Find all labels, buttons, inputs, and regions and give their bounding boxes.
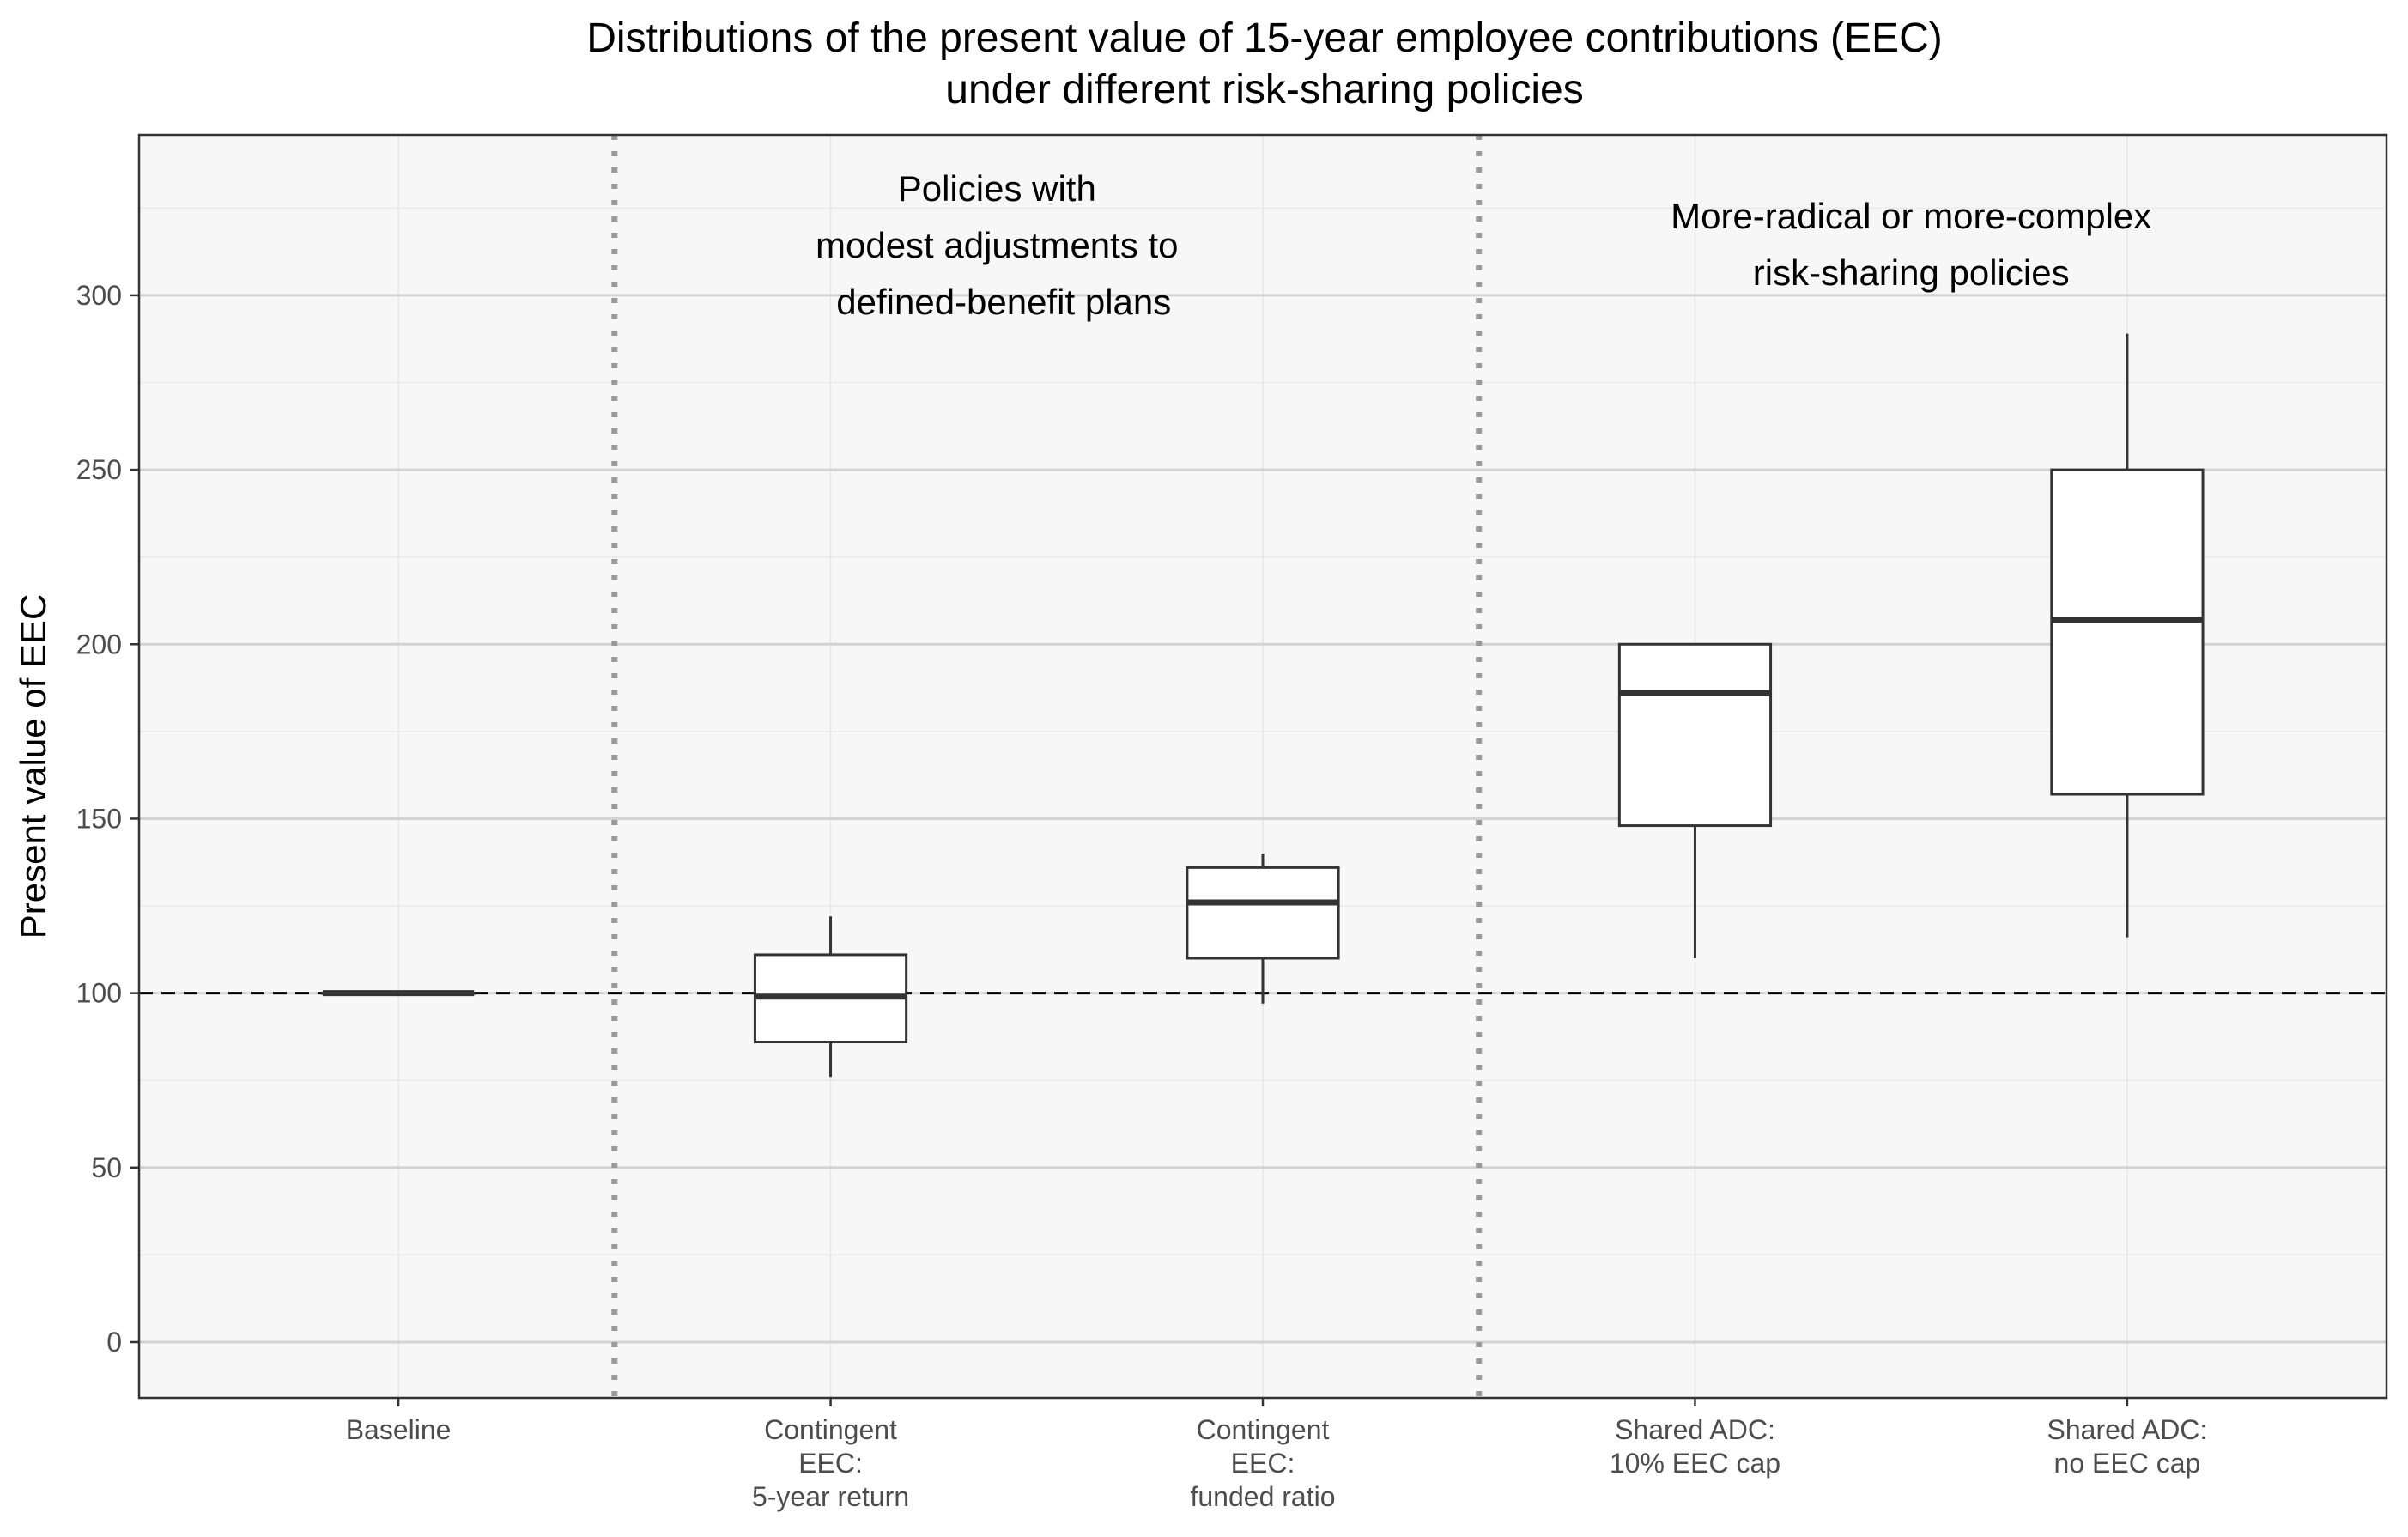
y-tick-label: 100 (76, 978, 122, 1009)
x-tick-label: Shared ADC: no EEC cap (2047, 1414, 2208, 1479)
box-iqr (1617, 642, 1773, 828)
box-group-4 (2050, 333, 2205, 938)
box-group-2 (1186, 854, 1340, 1004)
y-axis-label: Present value of EEC (13, 594, 53, 939)
box-group-3 (1617, 642, 1773, 958)
box-iqr (2050, 468, 2205, 796)
group-annotation-1: More-radical or more-complex risk-sharing… (1671, 196, 2151, 293)
box-group-0 (321, 990, 476, 997)
chart-title-line-1: Distributions of the present value of 15… (586, 15, 1942, 61)
x-tick-label: Contingent EEC: 5-year return (752, 1414, 909, 1512)
y-tick-label: 300 (76, 280, 122, 311)
x-tick-label: Shared ADC: 10% EEC cap (1610, 1414, 1780, 1479)
chart-title-line-2: under different risk-sharing policies (945, 67, 1583, 112)
box-iqr (1186, 866, 1340, 960)
y-tick-label: 150 (76, 803, 122, 834)
box-group-1 (753, 916, 908, 1078)
x-tick-label: Baseline (346, 1414, 452, 1445)
y-tick-label: 50 (91, 1152, 122, 1183)
y-tick-label: 0 (106, 1327, 122, 1358)
x-tick-label: Contingent EEC: funded ratio (1190, 1414, 1335, 1512)
group-annotation-0: Policies with modest adjustments to define… (816, 168, 1179, 322)
y-tick-label: 200 (76, 629, 122, 659)
y-tick-label: 250 (76, 454, 122, 485)
